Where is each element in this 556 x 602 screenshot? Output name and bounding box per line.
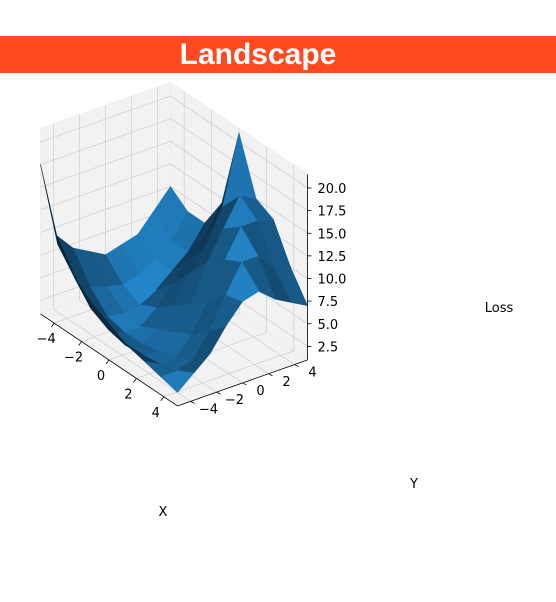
z-tick-label: 5.0 xyxy=(318,318,339,333)
x-tick-label: 2 xyxy=(124,387,132,402)
grid-floor-y xyxy=(53,309,191,402)
surface-face xyxy=(154,186,188,241)
x-tick xyxy=(105,359,110,365)
y-tick-label: −4 xyxy=(199,402,218,417)
z-tick-label: 7.5 xyxy=(318,295,339,310)
z-axis-label: Loss xyxy=(485,301,514,316)
y-tick-label: 0 xyxy=(256,384,264,399)
y-tick xyxy=(190,400,195,404)
y-tick xyxy=(216,391,221,395)
x-tick xyxy=(78,341,82,346)
x-tick-label: −4 xyxy=(37,332,56,347)
z-tick-label: 17.5 xyxy=(318,205,347,220)
z-tick-label: 15.0 xyxy=(318,227,347,242)
y-tick xyxy=(294,364,299,367)
grid-wall-z xyxy=(40,163,171,211)
y-tick xyxy=(268,373,273,377)
x-tick xyxy=(160,396,165,401)
surface-face xyxy=(40,164,75,275)
grid-wall-z xyxy=(40,118,171,166)
surface-face xyxy=(222,132,257,207)
title-banner: Landscape xyxy=(0,36,556,73)
x-tick-label: 0 xyxy=(97,369,105,384)
y-tick-label: −2 xyxy=(225,393,244,408)
y-tick-label: 2 xyxy=(282,375,290,390)
z-tick-label: 10.0 xyxy=(318,273,347,288)
grid-wall-z xyxy=(40,95,171,143)
z-tick-label: 2.5 xyxy=(318,340,339,355)
x-tick-label: 4 xyxy=(152,406,160,421)
y-tick xyxy=(242,382,247,386)
x-axis-label: X xyxy=(159,505,168,520)
y-tick-label: 4 xyxy=(308,366,316,381)
z-tick-label: 20.0 xyxy=(318,182,347,197)
x-tick xyxy=(50,322,55,328)
surface-face xyxy=(223,195,258,229)
x-tick-label: −2 xyxy=(64,351,83,366)
chart-title: Landscape xyxy=(179,38,337,71)
z-tick-label: 12.5 xyxy=(318,250,347,265)
grid-wall-z xyxy=(40,140,171,188)
surface-mesh xyxy=(40,132,308,393)
x-tick xyxy=(133,378,137,383)
grid-wall-z xyxy=(40,186,171,233)
y-axis-label: Y xyxy=(409,477,418,492)
